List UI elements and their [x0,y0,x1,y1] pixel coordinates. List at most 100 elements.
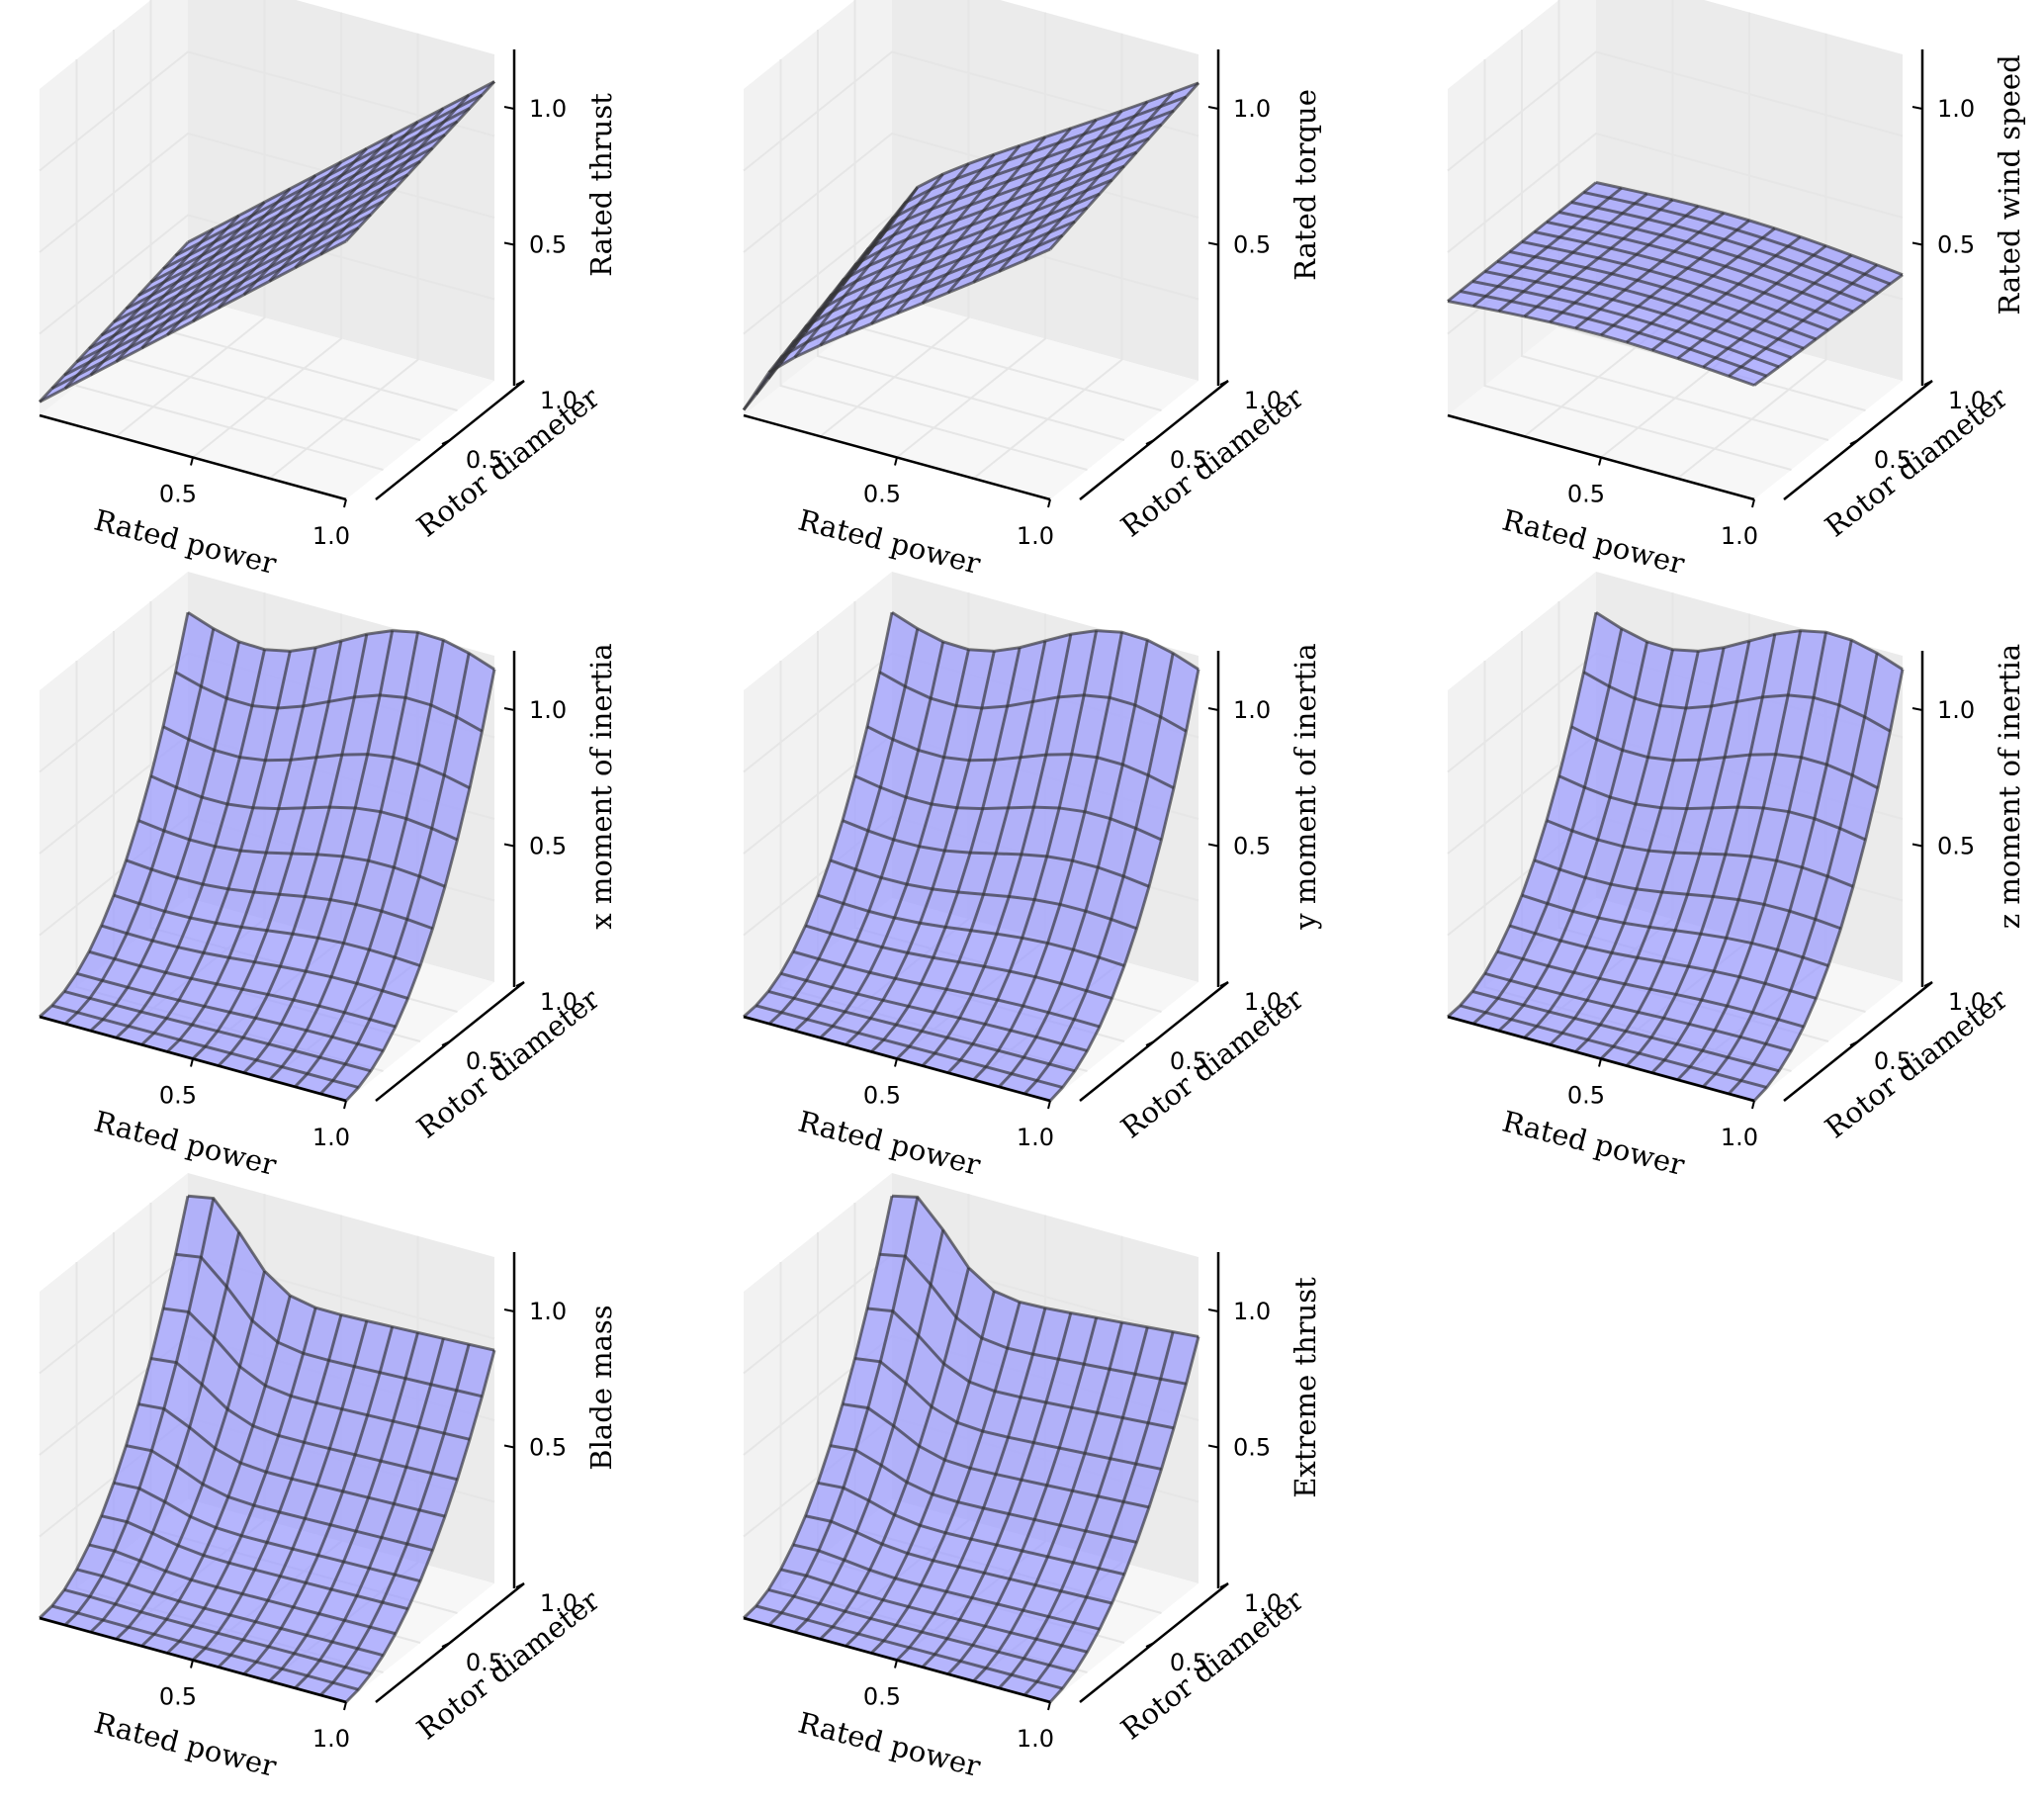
z-tick [1207,1444,1219,1449]
wire-line-x [187,80,495,244]
wire-line-x [174,93,484,257]
wire-line-x [816,164,1125,317]
wire-line-x [1546,221,1854,314]
z-tick [503,106,515,110]
wire-line-x [76,1568,384,1658]
wire-line-x [125,146,434,311]
z-tick-label: 1.0 [529,95,567,123]
y-tick [1849,439,1859,445]
x-tick-label: 0.5 [1567,481,1605,508]
x-tick-label: 0.5 [1567,1082,1605,1110]
wire-line-x [137,819,446,888]
y-tick-label: 1.0 [1244,387,1282,414]
x-tick-label: 1.0 [1017,1725,1054,1753]
wire-line-x [51,1004,359,1089]
wire-line-x [1534,230,1842,322]
wire-line-x [829,150,1138,303]
y-tick-label: 1.0 [540,1589,578,1617]
y-tick [1219,981,1229,987]
wire-line-x [766,220,1076,380]
z-tick-label: 0.5 [1937,833,1975,860]
x-tick [1047,498,1051,508]
panel-rated-thrust: 0.5 1.0 0.5 1.0 0.5 1.0 Rated power Rotor diame… [0,0,672,581]
wire-line-x [1460,1004,1767,1089]
grid-line-x [819,0,970,438]
x-tick [190,457,194,466]
z-axis-label: Blade mass [584,1305,618,1470]
wire-line-x [891,1194,1200,1338]
wire-line-x [841,136,1150,287]
x-tick [894,1058,898,1067]
x-tick-label: 1.0 [1721,522,1758,550]
wire-line-x [174,671,484,733]
x-tick [1598,457,1602,466]
z-tick-label: 0.5 [1233,231,1271,259]
x-axis-label: Rated power [795,503,984,582]
y-tick [515,380,525,386]
wire-line-x [1460,290,1768,378]
grid-line-y [817,30,1125,441]
z-tick-label: 0.5 [1937,231,1975,259]
grid-line-z [39,50,495,172]
x-tick [1047,1701,1051,1711]
wire-line-x [842,819,1150,888]
y-tick-label: 0.5 [1874,1047,1911,1075]
grid-line-z [1447,50,1904,172]
wire-line-x [113,893,421,967]
grid-line-z [743,50,1200,172]
wire-line-x [1595,181,1904,277]
z-tick [1911,241,1923,246]
x-tick-label: 0.5 [159,1683,197,1711]
wire-line-x [1471,989,1780,1073]
wire-line-x [63,1588,372,1675]
wire-line-x [891,610,1200,672]
x-tick [1751,1100,1755,1110]
wire-line-x [149,120,459,284]
x-tick [190,1058,194,1067]
wire-line-x [1496,260,1805,350]
x-axis-label: Rated power [91,503,280,582]
wire-line-x [1582,671,1892,733]
grid-line-x [115,0,266,438]
wire-line-x [805,924,1112,1000]
y-tick-label: 0.5 [1874,446,1911,474]
wire-line-x [791,192,1101,349]
wire-line-x [101,924,408,1000]
wire-line-x [137,1402,446,1518]
wire-line-x [63,989,372,1073]
wire-line-x [162,1307,471,1441]
x-tick-label: 1.0 [1721,1124,1758,1151]
x-tick [343,1100,347,1110]
wire-line-x [76,971,384,1052]
z-tick [1207,106,1219,110]
z-axis-label: z moment of inertia [1993,644,2026,929]
x-tick-label: 0.5 [863,481,901,508]
wire-line-x [1595,610,1904,672]
x-tick [343,1701,347,1711]
x-tick-label: 0.5 [863,1683,901,1711]
panel-rated-wind-speed: 0.5 1.0 0.5 1.0 0.5 1.0 Rated power Rotor diame… [1408,0,2044,581]
z-tick-label: 1.0 [1233,1298,1271,1325]
z-tick-label: 0.5 [529,1434,567,1462]
x-axis-label: Rated power [91,1706,280,1784]
wire-line-x [817,1481,1125,1577]
wire-line-x [792,1543,1101,1631]
y-tick [515,1582,525,1588]
wire-line-x [150,1356,458,1482]
wire-line-x [804,178,1113,333]
z-tick [503,843,515,848]
wire-line-x [88,186,397,350]
wire-line-x [853,123,1163,271]
y-tick [1145,1040,1155,1046]
y-tick [1219,1582,1229,1588]
wire-line-x [755,1604,1063,1690]
wire-line-x [742,247,1051,411]
z-axis-label: Rated thrust [584,93,618,277]
z-tick-label: 1.0 [1233,696,1271,724]
